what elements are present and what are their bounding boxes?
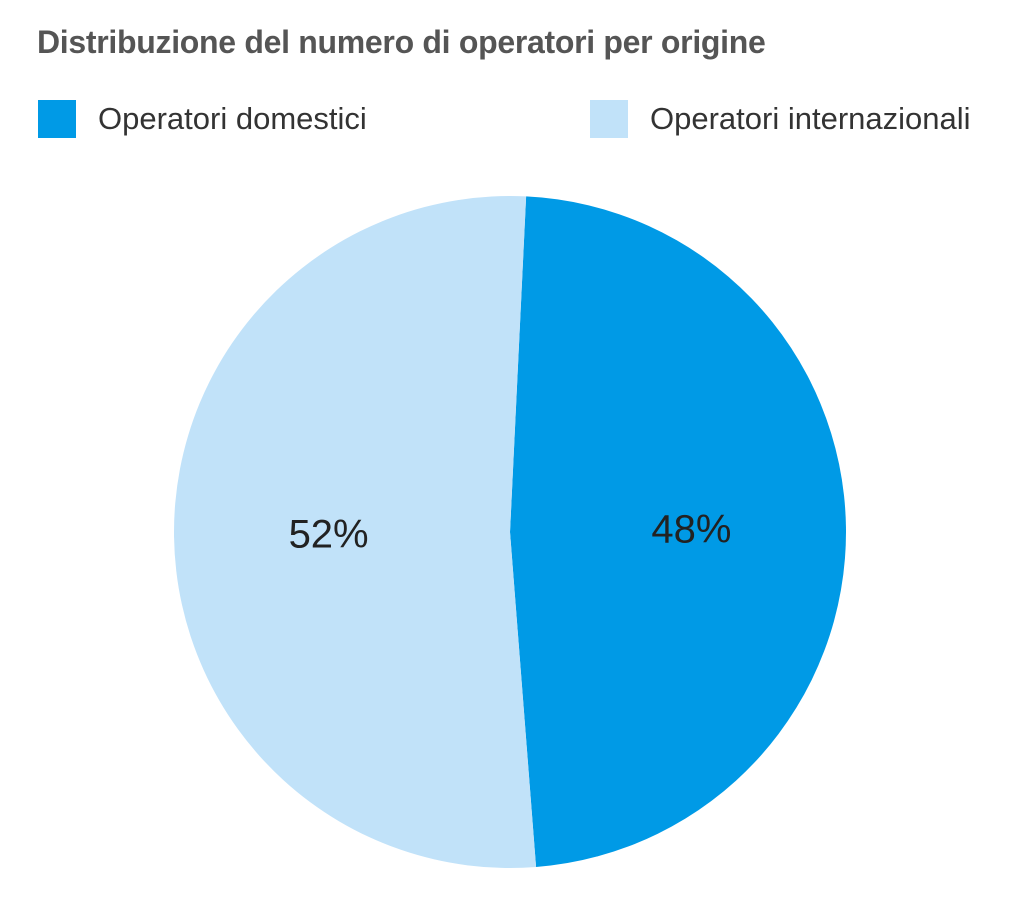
chart-title: Distribuzione del numero di operatori pe… (37, 24, 766, 60)
chart-legend: Operatori domestici Operatori internazio… (38, 99, 988, 139)
legend-label-operatori-internazionali: Operatori internazionali (650, 101, 971, 136)
pie-label-operatori-internazionali: 52% (289, 513, 369, 557)
legend-label-operatori-domestici: Operatori domestici (98, 101, 367, 136)
legend-item-operatori-internazionali: Operatori internazionali (590, 99, 971, 139)
legend-item-operatori-domestici: Operatori domestici (38, 99, 367, 139)
pie-slice-operatori-internazionali (173, 196, 537, 869)
pie-label-operatori-domestici: 48% (651, 507, 731, 551)
pie-slice-operatori-domestici (510, 196, 846, 867)
legend-swatch-operatori-domestici (38, 100, 76, 138)
legend-swatch-operatori-internazionali (590, 100, 628, 138)
